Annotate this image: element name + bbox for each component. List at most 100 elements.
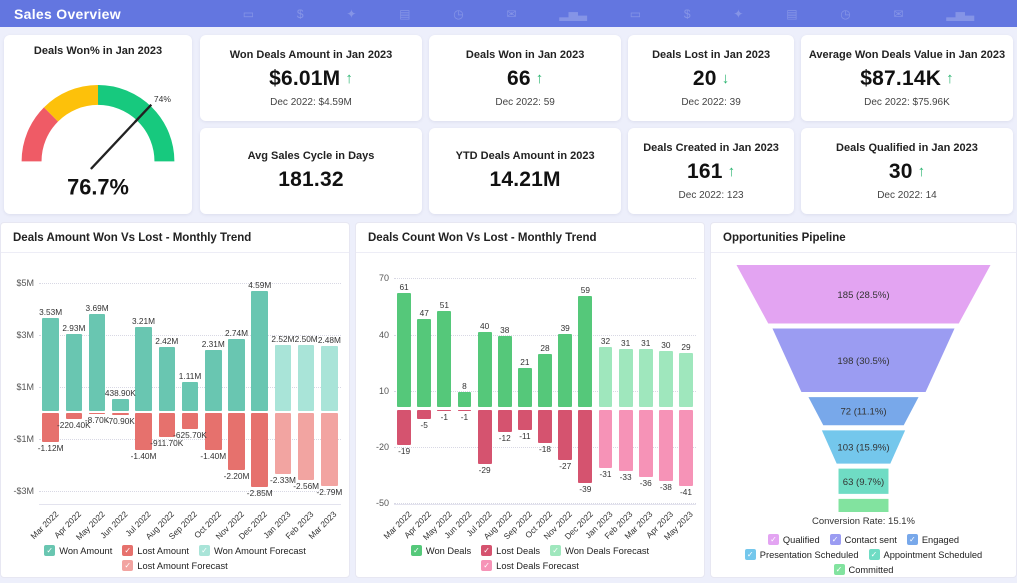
- won-bar[interactable]: [578, 296, 593, 407]
- lost-bar[interactable]: [158, 413, 176, 437]
- lost-bar[interactable]: [251, 413, 268, 488]
- lost-bar[interactable]: [538, 409, 552, 444]
- lost-bar[interactable]: [397, 409, 412, 446]
- lost-bar[interactable]: [457, 409, 472, 412]
- legend-item[interactable]: ✓ Qualified: [767, 534, 820, 545]
- won-forecast-bar[interactable]: [598, 346, 613, 407]
- won-bar[interactable]: [558, 333, 573, 407]
- y-axis-label: -50: [375, 498, 389, 509]
- won-bar[interactable]: [477, 331, 492, 407]
- lost-forecast-bar[interactable]: [658, 409, 673, 481]
- chat-icon: ▭: [629, 6, 642, 21]
- won-bar[interactable]: [88, 314, 106, 411]
- won-bar[interactable]: [497, 335, 512, 407]
- mail-icon: ✉: [506, 6, 517, 21]
- kpi-card[interactable]: Average Won Deals Value in Jan 2023 $87.1…: [800, 35, 1013, 121]
- lost-forecast-bar[interactable]: [638, 409, 653, 477]
- won-forecast-bar[interactable]: [297, 345, 315, 411]
- funnel-stage-appointment-scheduled[interactable]: [838, 468, 889, 494]
- kpi-card[interactable]: Deals Won in Jan 2023 66 ↑ Dec 2022: 59: [429, 35, 622, 121]
- won-bar[interactable]: [538, 354, 552, 407]
- bar-group: 30 -38: [658, 267, 674, 504]
- legend-item[interactable]: ✓ Committed: [833, 564, 893, 575]
- lost-bar[interactable]: [42, 413, 59, 443]
- y-axis-label: -$1M: [13, 434, 34, 445]
- lost-bar[interactable]: [417, 409, 432, 419]
- lost-forecast-bar[interactable]: [618, 409, 633, 472]
- lost-forecast-bar[interactable]: [679, 409, 693, 487]
- bar-group: 40 -29: [477, 267, 493, 504]
- won-bar[interactable]: [457, 391, 472, 407]
- legend-item[interactable]: ✓ Lost Amount Forecast: [122, 560, 228, 571]
- won-bar[interactable]: [397, 292, 412, 407]
- legend-item[interactable]: ✓ Lost Amount: [122, 545, 189, 556]
- lost-forecast-bar[interactable]: [321, 413, 338, 486]
- lost-bar[interactable]: [497, 409, 512, 432]
- bar-value-label: -31: [599, 468, 612, 479]
- lost-bar[interactable]: [88, 413, 106, 415]
- lost-forecast-bar[interactable]: [274, 413, 292, 474]
- legend-item[interactable]: ✓ Presentation Scheduled: [744, 549, 859, 560]
- kpi-value: 181.32: [278, 168, 344, 191]
- lost-forecast-bar[interactable]: [297, 413, 315, 480]
- lost-bar[interactable]: [578, 409, 593, 483]
- won-forecast-bar[interactable]: [658, 350, 673, 407]
- legend-item[interactable]: ✓ Won Deals: [410, 545, 471, 556]
- won-bar[interactable]: [517, 367, 532, 407]
- kpi-card[interactable]: Deals Lost in Jan 2023 20 ↓ Dec 2022: 39: [628, 35, 794, 121]
- kpi-card[interactable]: Won Deals Amount in Jan 2023 $6.01M ↑ Dec 2…: [200, 35, 423, 121]
- legend-item[interactable]: ✓ Appointment Scheduled: [868, 549, 982, 560]
- won-bar[interactable]: [417, 318, 432, 407]
- lost-forecast-bar[interactable]: [598, 409, 613, 468]
- lost-bar[interactable]: [558, 409, 573, 461]
- legend-item[interactable]: ✓ Lost Deals Forecast: [481, 560, 579, 571]
- chat-icon: ▭: [242, 6, 255, 21]
- won-forecast-bar[interactable]: [274, 344, 292, 411]
- won-bar[interactable]: [251, 290, 268, 411]
- won-bar[interactable]: [65, 334, 83, 411]
- legend-item[interactable]: ✓ Contact sent: [829, 534, 897, 545]
- won-bar[interactable]: [42, 318, 59, 411]
- funnel-stage-contact-sent[interactable]: [772, 328, 955, 393]
- legend-item[interactable]: ✓ Won Deals Forecast: [550, 545, 649, 556]
- lost-bar[interactable]: [65, 413, 83, 419]
- won-bar[interactable]: [228, 339, 245, 411]
- lost-bar[interactable]: [135, 413, 152, 450]
- funnel-stage-presentation-scheduled[interactable]: [821, 430, 906, 464]
- lost-bar[interactable]: [228, 413, 245, 471]
- legend-label: Won Amount Forecast: [213, 545, 306, 556]
- won-bar[interactable]: [181, 381, 199, 411]
- funnel-stage-engaged[interactable]: [808, 397, 919, 426]
- won-bar[interactable]: [112, 399, 129, 411]
- lost-bar[interactable]: [181, 413, 199, 430]
- kpi-card[interactable]: Avg Sales Cycle in Days 181.32: [200, 128, 423, 214]
- won-bar[interactable]: [135, 326, 152, 411]
- won-bar[interactable]: [158, 347, 176, 411]
- bar-value-label: 8: [462, 380, 467, 391]
- lost-bar[interactable]: [204, 413, 222, 450]
- legend-item[interactable]: ✓ Won Amount: [44, 545, 112, 556]
- won-forecast-bar[interactable]: [618, 348, 633, 407]
- funnel-stage-committed[interactable]: [838, 498, 889, 512]
- kpi-card[interactable]: Deals Qualified in Jan 2023 30 ↑ Dec 2022: …: [800, 128, 1013, 214]
- legend-item[interactable]: ✓ Lost Deals: [481, 545, 540, 556]
- lost-bar[interactable]: [477, 409, 492, 464]
- lost-bar[interactable]: [112, 413, 129, 415]
- won-bar[interactable]: [204, 350, 222, 411]
- kpi-card[interactable]: YTD Deals Amount in 2023 14.21M: [429, 128, 622, 214]
- bar-value-label: -1: [460, 412, 469, 423]
- gauge-card[interactable]: Deals Won% in Jan 2023 74% 76.7%: [4, 35, 192, 214]
- won-forecast-bar[interactable]: [679, 352, 693, 407]
- kpi-card-title: Average Won Deals Value in Jan 2023: [808, 48, 1006, 61]
- lost-bar[interactable]: [437, 409, 452, 412]
- won-forecast-bar[interactable]: [321, 345, 338, 411]
- kpi-card[interactable]: Deals Created in Jan 2023 161 ↑ Dec 2022: 1…: [628, 128, 794, 214]
- lost-bar[interactable]: [517, 409, 532, 431]
- won-forecast-bar[interactable]: [638, 348, 653, 407]
- legend-item[interactable]: ✓ Won Amount Forecast: [198, 545, 306, 556]
- won-bar[interactable]: [437, 311, 452, 407]
- legend-item[interactable]: ✓ Engaged: [906, 534, 959, 545]
- legend-checkbox-icon: ✓: [44, 545, 56, 556]
- funnel-stage-qualified[interactable]: [736, 265, 991, 324]
- kpi-value: 161: [686, 159, 723, 183]
